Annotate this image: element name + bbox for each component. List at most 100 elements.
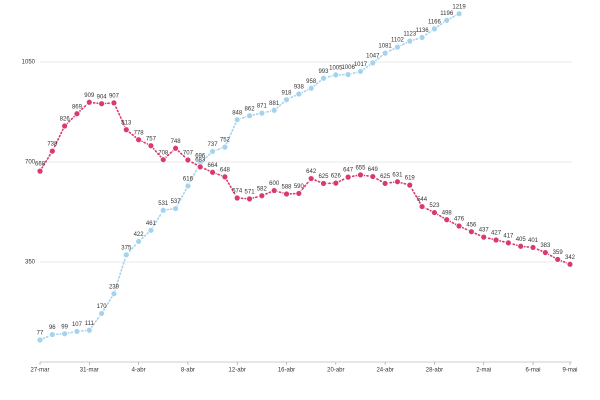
data-label: 523: [429, 203, 440, 209]
data-point: [431, 25, 438, 33]
data-label: 375: [121, 245, 132, 251]
data-point: [357, 171, 364, 179]
data-label: 1005: [329, 65, 343, 71]
data-label: 588: [282, 185, 293, 191]
x-tick-label: 31-mar: [80, 368, 99, 374]
data-point: [85, 98, 93, 106]
data-label: 1123: [403, 32, 417, 38]
data-label: 683: [195, 157, 206, 163]
data-label: 737: [208, 142, 219, 148]
data-point: [98, 100, 106, 108]
data-point: [233, 116, 241, 124]
data-label: 359: [553, 250, 564, 256]
data-label: 77: [37, 331, 44, 337]
data-point: [61, 330, 69, 338]
x-tick-label: 6-mai: [526, 368, 541, 374]
y-tick-label: 1050: [22, 60, 36, 66]
data-point: [122, 251, 130, 259]
data-label: 907: [109, 93, 120, 99]
data-label: 813: [121, 120, 132, 126]
data-label: 938: [294, 85, 305, 91]
data-label: 1017: [354, 62, 368, 68]
data-point: [344, 71, 352, 78]
data-point: [135, 136, 143, 144]
data-point: [295, 190, 303, 197]
data-label: 757: [146, 136, 157, 142]
data-point: [369, 59, 377, 67]
data-label: 582: [257, 186, 268, 192]
data-point: [258, 109, 266, 117]
data-label: 871: [257, 104, 268, 110]
data-point: [406, 181, 414, 189]
data-label: 417: [503, 233, 514, 239]
data-label: 1081: [378, 44, 392, 50]
data-point: [443, 16, 451, 24]
data-label: 616: [183, 177, 194, 183]
data-point: [159, 156, 167, 164]
data-point: [246, 195, 253, 203]
data-point: [283, 190, 290, 198]
data-point: [431, 209, 438, 216]
data-point: [344, 173, 352, 181]
data-label: 647: [343, 168, 354, 174]
data-label: 862: [245, 106, 256, 112]
data-point: [172, 205, 179, 212]
data-label: 909: [84, 93, 95, 99]
data-label: 437: [479, 228, 490, 234]
y-tick-label: 350: [25, 260, 36, 266]
data-point: [504, 239, 512, 247]
x-tick-label: 9-mai: [562, 368, 577, 374]
data-point: [295, 90, 303, 98]
data-label: 170: [97, 304, 108, 310]
data-label: 405: [516, 237, 527, 243]
y-tick-label: 700: [25, 160, 36, 166]
data-point: [233, 194, 241, 202]
data-point: [541, 249, 549, 256]
x-tick-label: 27-mar: [30, 368, 49, 374]
data-point: [85, 326, 93, 334]
data-point: [184, 156, 192, 164]
data-point: [73, 328, 81, 335]
data-label: 993: [318, 69, 329, 75]
data-point: [98, 310, 106, 317]
x-tick-label: 4-abr: [132, 368, 146, 374]
x-tick-label: 16-abr: [278, 368, 295, 374]
data-label: 707: [183, 151, 194, 157]
x-tick-label: 2-mai: [476, 368, 491, 374]
data-label: 1102: [391, 38, 405, 44]
data-point: [554, 256, 562, 263]
data-label: 498: [442, 210, 453, 216]
data-label: 778: [134, 130, 145, 136]
data-label: 456: [466, 222, 477, 228]
data-point: [209, 168, 216, 176]
data-point: [172, 144, 179, 152]
data-point: [122, 126, 130, 134]
data-label: 574: [232, 189, 243, 195]
data-label: 1219: [452, 4, 466, 10]
data-point: [369, 173, 377, 180]
data-point: [566, 260, 574, 268]
data-label: 383: [540, 243, 551, 249]
data-point: [529, 244, 537, 251]
data-point: [517, 242, 525, 250]
data-label: 239: [109, 284, 120, 290]
data-label: 668: [35, 162, 46, 168]
data-label: 531: [158, 201, 169, 207]
data-label: 655: [355, 165, 366, 171]
data-label: 537: [171, 199, 182, 205]
data-point: [394, 43, 401, 51]
data-label: 626: [331, 174, 342, 180]
series-line: [39, 101, 571, 266]
x-tick-label: 12-abr: [229, 368, 246, 374]
data-label: 649: [368, 167, 379, 173]
data-label: 99: [61, 324, 68, 330]
data-label: 631: [392, 172, 403, 178]
data-point: [159, 206, 167, 214]
data-label: 1047: [366, 53, 380, 59]
data-label: 625: [318, 174, 329, 180]
data-point: [36, 167, 44, 175]
data-point: [455, 222, 463, 230]
data-point: [246, 112, 253, 120]
data-point: [48, 147, 56, 155]
